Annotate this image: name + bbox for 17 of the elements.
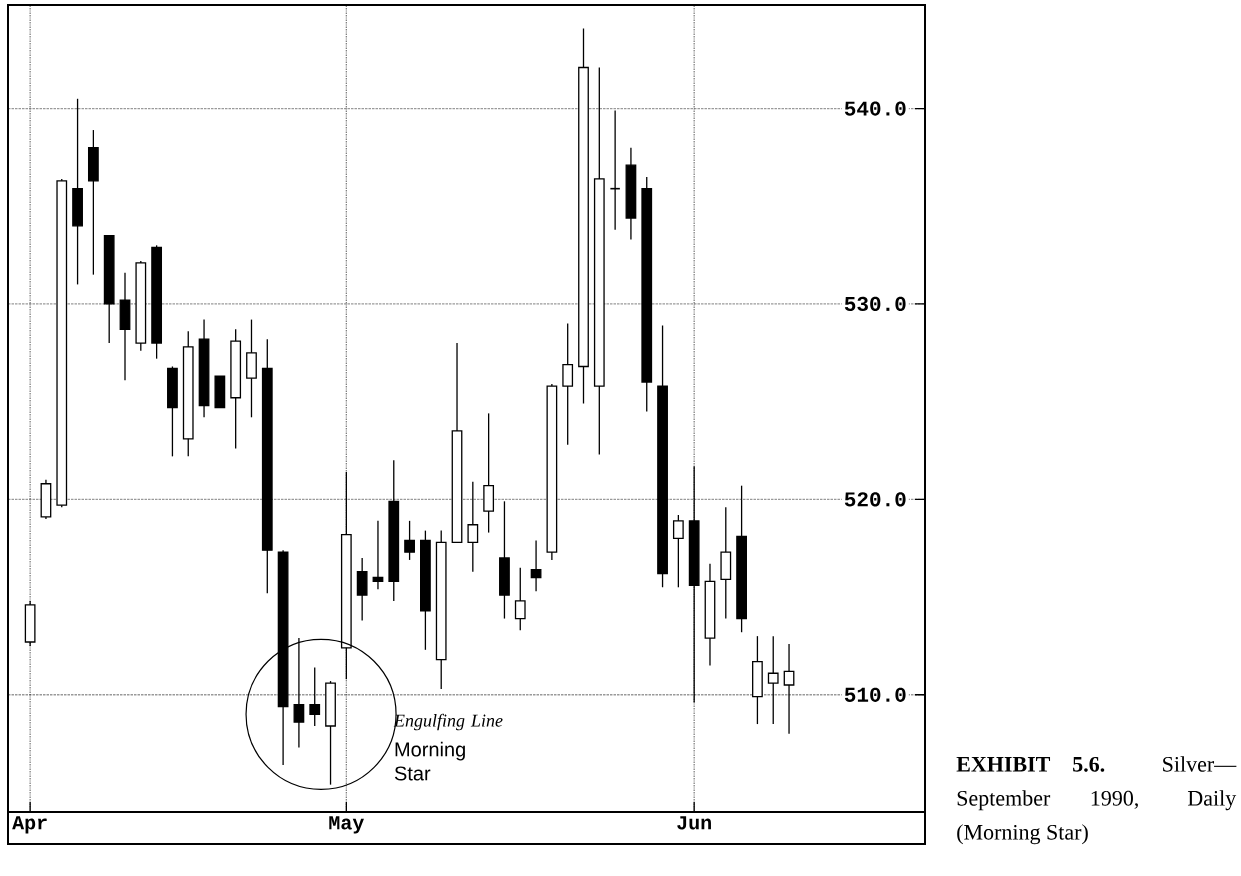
candlestick xyxy=(372,520,384,590)
candlestick xyxy=(530,539,542,592)
y-tick-label: 530.0 xyxy=(844,296,906,312)
annotation: Morning Star xyxy=(394,741,465,781)
candlestick xyxy=(404,520,415,561)
y-tick-label: 520.0 xyxy=(844,492,906,507)
candlestick xyxy=(562,322,574,446)
x-tick-label: Apr xyxy=(12,816,47,834)
candlestick xyxy=(467,481,479,573)
x-tick-label: Jun xyxy=(677,816,711,830)
chart-title: EXHIBIT 5.6. Silver—September 1990, Daily (Morning Star) xyxy=(956,756,1237,845)
y-tick-label: 510.0 xyxy=(844,687,906,702)
y-tick-label: 540.0 xyxy=(844,101,906,116)
candlestick xyxy=(514,567,526,631)
x-tick-label: May xyxy=(329,816,364,834)
candlestick xyxy=(356,557,368,622)
candlestick xyxy=(672,514,684,588)
